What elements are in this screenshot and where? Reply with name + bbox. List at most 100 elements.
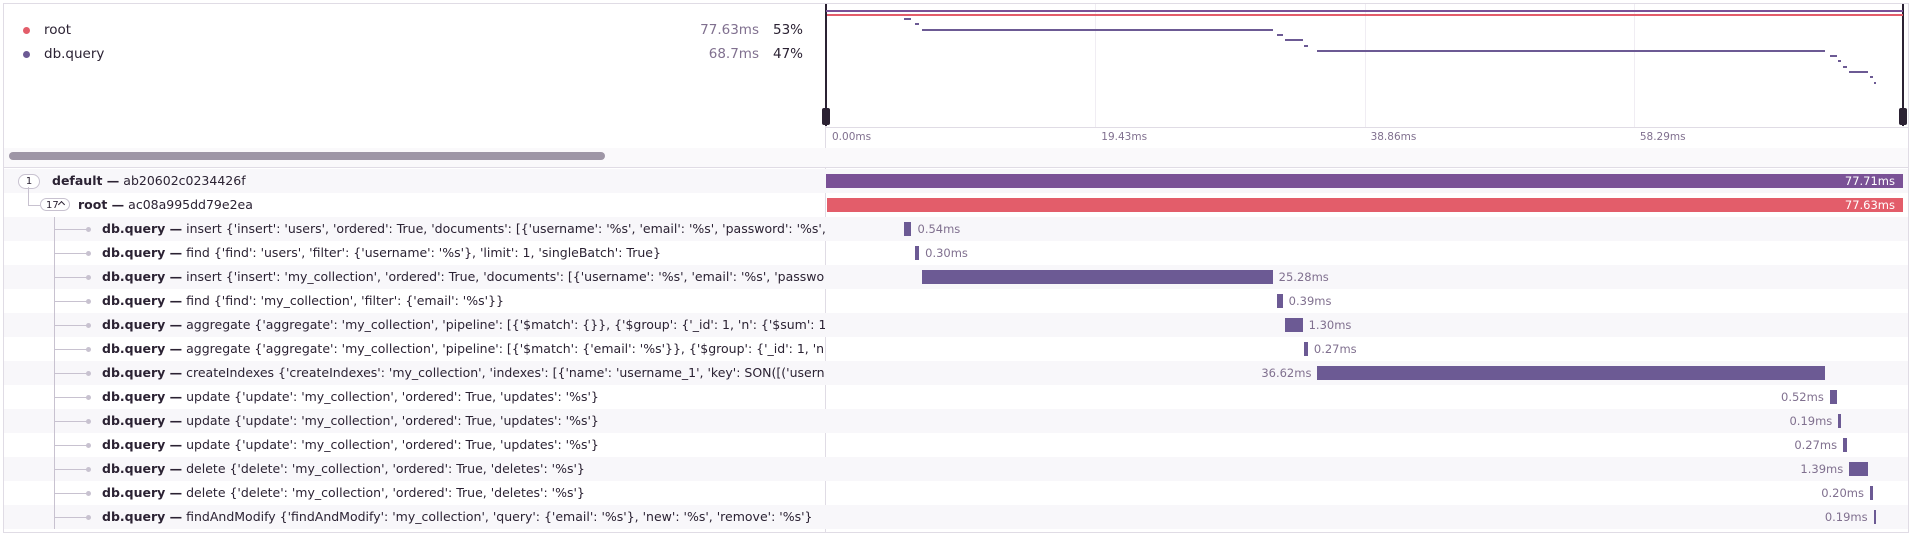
span-bar (1277, 294, 1283, 308)
minimap-span (1873, 81, 1877, 84)
span-op: root — (78, 197, 125, 212)
span-bar (904, 222, 912, 236)
tick-label: 19.43ms (1101, 131, 1148, 143)
tree-line (54, 397, 88, 398)
span-duration: 77.63ms (1844, 198, 1895, 212)
tree-line (54, 445, 88, 446)
tree-line (54, 493, 88, 494)
span-title: db.query — insert {'insert': 'my_collect… (102, 265, 825, 289)
span-tree: db.query — delete {'delete': 'my_collect… (4, 457, 825, 481)
scrollbar[interactable] (9, 152, 605, 160)
span-op: db.query — (102, 485, 183, 500)
span-tree: 17 root — ac08a995dd79e2ea (4, 193, 825, 217)
tree-dot (86, 371, 91, 376)
span-tree: db.query — delete {'delete': 'my_collect… (4, 481, 825, 505)
span-tree: db.query — createIndexes {'createIndexes… (4, 361, 825, 385)
span-description: delete {'delete': 'my_collection', 'orde… (186, 485, 585, 500)
span-op: db.query — (102, 461, 183, 476)
span-row[interactable]: db.query — update {'update': 'my_collect… (4, 385, 1908, 409)
minimap-span (1277, 33, 1283, 36)
legend-name: db.query (44, 46, 105, 62)
badge-count: 17 (46, 200, 59, 211)
span-title: db.query — find {'find': 'my_collection'… (102, 289, 504, 313)
tree-line (54, 253, 88, 254)
span-bar (1317, 366, 1825, 380)
span-row[interactable]: db.query — update {'update': 'my_collect… (4, 409, 1908, 433)
tree-dot (86, 323, 91, 328)
span-title: db.query — delete {'delete': 'my_collect… (102, 457, 585, 481)
tree-line (54, 421, 88, 422)
minimap-handle-line (1902, 4, 1904, 126)
legend-name: root (44, 22, 72, 38)
tick-line (1364, 4, 1366, 127)
span-bar (827, 198, 1903, 212)
tree-dot (86, 251, 91, 256)
span-row[interactable]: db.query — update {'update': 'my_collect… (4, 433, 1908, 457)
tree-dot (86, 491, 91, 496)
tree-dot (86, 275, 91, 280)
span-op: db.query — (102, 269, 183, 284)
span-bar (1843, 438, 1847, 452)
span-op: db.query — (102, 293, 183, 308)
tree-dot (86, 443, 91, 448)
tree-dot (86, 347, 91, 352)
tree-dot (86, 515, 91, 520)
tick-line (1633, 4, 1635, 127)
span-title: db.query — insert {'insert': 'users', 'o… (102, 217, 825, 241)
span-op: db.query — (102, 341, 183, 356)
span-description: ab20602c0234426f (123, 173, 246, 188)
span-row[interactable]: db.query — findAndModify {'findAndModify… (4, 505, 1908, 529)
span-description: insert {'insert': 'my_collection', 'orde… (186, 269, 825, 284)
span-title: root — ac08a995dd79e2ea (78, 193, 253, 217)
span-duration: 0.39ms (1288, 294, 1332, 308)
span-row[interactable]: 17 root — ac08a995dd79e2ea 77.63ms (4, 193, 1908, 217)
span-duration: 1.30ms (1308, 318, 1352, 332)
tree-line (28, 193, 29, 205)
span-row[interactable]: db.query — delete {'delete': 'my_collect… (4, 481, 1908, 505)
tree-dot (86, 299, 91, 304)
span-row[interactable]: db.query — createIndexes {'createIndexes… (4, 361, 1908, 385)
minimap-span (1849, 71, 1869, 73)
tree-dot (86, 419, 91, 424)
legend-percent: 47% (772, 46, 803, 62)
span-op: db.query — (102, 389, 183, 404)
minimap-span (1304, 44, 1308, 47)
tree-line (54, 301, 88, 302)
span-op: default — (52, 173, 120, 188)
tree-line (54, 277, 88, 278)
span-row[interactable]: db.query — aggregate {'aggregate': 'my_c… (4, 313, 1908, 337)
minimap-span (904, 18, 912, 20)
span-row[interactable]: db.query — insert {'insert': 'my_collect… (4, 265, 1908, 289)
span-op: db.query — (102, 413, 183, 428)
minimap-handle[interactable] (822, 108, 830, 125)
legend-duration: 68.7ms (708, 46, 759, 62)
span-op: db.query — (102, 437, 183, 452)
span-bar (1829, 390, 1838, 404)
tick-line (1095, 4, 1097, 127)
span-bar (1284, 318, 1303, 332)
legend-duration: 77.63ms (700, 22, 759, 38)
span-row[interactable]: db.query — find {'find': 'users', 'filte… (4, 241, 1908, 265)
span-title: db.query — find {'find': 'users', 'filte… (102, 241, 661, 265)
span-description: ac08a995dd79e2ea (128, 197, 253, 212)
span-duration: 0.27ms (1794, 438, 1838, 452)
tree-dot (86, 467, 91, 472)
tree-line (28, 205, 40, 206)
span-duration: 0.20ms (1821, 486, 1865, 500)
span-badge[interactable]: 17 (40, 198, 70, 211)
span-row[interactable]: 1 default — ab20602c0234426f 77.71ms (4, 169, 1908, 193)
span-tree: db.query — insert {'insert': 'my_collect… (4, 265, 825, 289)
span-row[interactable]: db.query — insert {'insert': 'users', 'o… (4, 217, 1908, 241)
minimap-span (914, 23, 920, 26)
tree-dot (86, 227, 91, 232)
span-description: find {'find': 'my_collection', 'filter':… (186, 293, 504, 308)
span-row[interactable]: db.query — find {'find': 'my_collection'… (4, 289, 1908, 313)
span-row[interactable]: db.query — delete {'delete': 'my_collect… (4, 457, 1908, 481)
span-description: update {'update': 'my_collection', 'orde… (186, 413, 599, 428)
minimap-handle[interactable] (1899, 108, 1907, 125)
span-row[interactable]: db.query — aggregate {'aggregate': 'my_c… (4, 337, 1908, 361)
tick-label: 58.29ms (1639, 131, 1686, 143)
span-duration: 77.71ms (1844, 174, 1895, 188)
span-title: db.query — update {'update': 'my_collect… (102, 409, 599, 433)
